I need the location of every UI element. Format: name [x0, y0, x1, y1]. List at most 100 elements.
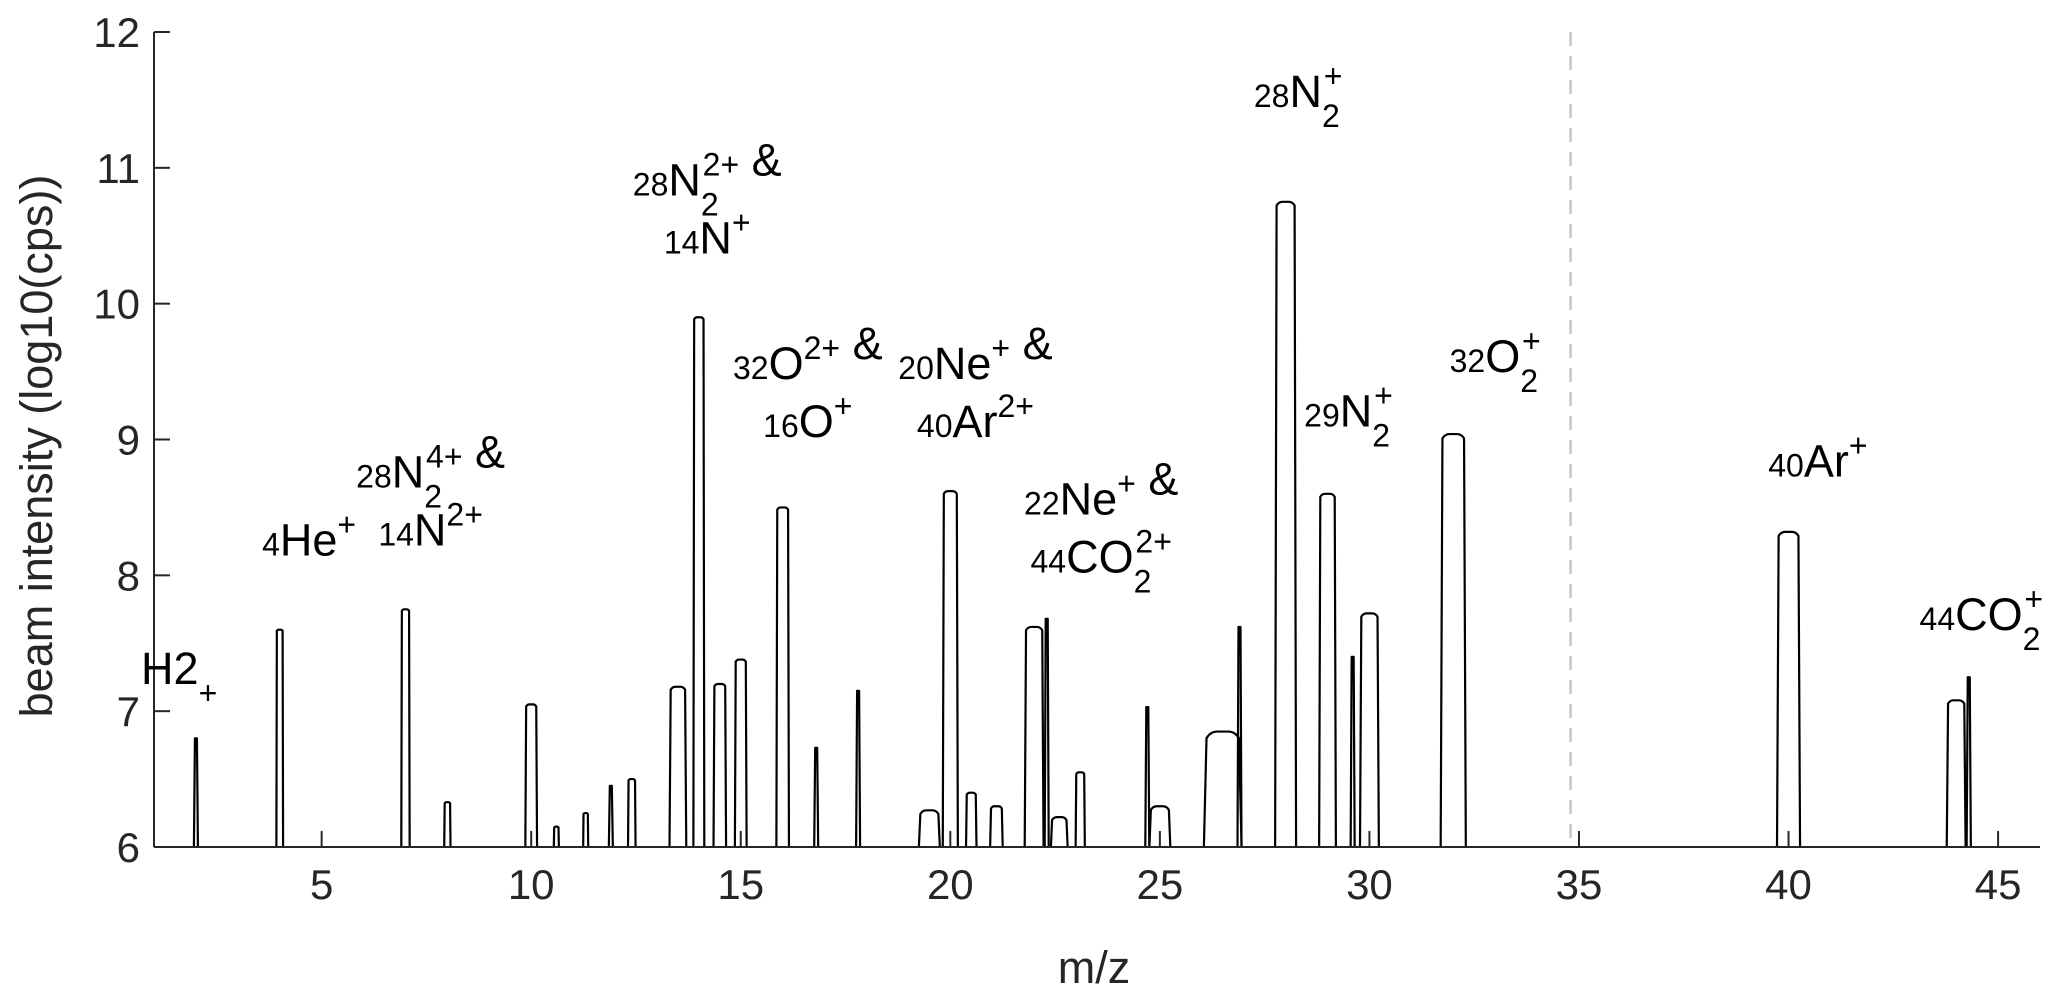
peak-trace	[941, 490, 959, 848]
x-tick-label: 40	[1765, 861, 1812, 908]
peak-trace	[1049, 816, 1069, 848]
peak-trace	[1349, 655, 1356, 848]
label-text: &	[463, 426, 506, 477]
label-text: He	[280, 514, 338, 565]
peak-label: 16O+	[763, 388, 852, 447]
label-text: H	[141, 643, 174, 694]
label-text: CO	[1955, 589, 2023, 640]
peak-trace	[626, 777, 637, 848]
peak-label: 20Ne+ &	[898, 318, 1052, 389]
label-text: &	[1136, 454, 1179, 505]
peak-label: 28N2 2+ &	[633, 134, 782, 222]
y-axis-title: beam intensity (log10(cps))	[11, 175, 62, 718]
peak-trace	[964, 791, 978, 848]
peak-label: 40Ar+	[1768, 428, 1867, 487]
y-tick-label: 9	[117, 417, 140, 464]
peak-label: 14N2+	[378, 496, 483, 555]
peak-trace	[775, 506, 791, 848]
peak-trace	[1144, 705, 1151, 848]
x-tick-label: 45	[1975, 861, 2022, 908]
peak-trace	[733, 658, 748, 848]
label-superscript: 28	[633, 166, 669, 202]
label-superscript: 20	[898, 350, 934, 386]
label-text: Ne	[1060, 474, 1118, 525]
label-superscript: 40	[917, 408, 953, 444]
peak-label: 44CO2 2+	[1031, 524, 1172, 600]
label-text: Ne	[934, 338, 992, 389]
x-tick-label: 30	[1346, 861, 1393, 908]
label-subscript: 2	[1134, 564, 1152, 600]
label-text: N	[414, 504, 447, 555]
peak-trace	[1236, 625, 1243, 848]
label-superscript: 4+	[426, 438, 462, 474]
label-text: &	[1010, 318, 1053, 369]
label-subscript: +	[199, 675, 218, 711]
label-superscript: 29	[1304, 397, 1340, 433]
y-tick-label: 6	[117, 824, 140, 871]
label-text: 2	[174, 643, 199, 694]
label-superscript: 2+	[804, 330, 840, 366]
peak-label: 29N2 +	[1304, 377, 1393, 453]
peak-trace	[1358, 612, 1380, 848]
x-tick-label: 15	[717, 861, 764, 908]
peak-label: 22Ne+ &	[1024, 454, 1178, 525]
peak-trace	[582, 811, 590, 848]
peak-trace	[1775, 530, 1802, 848]
label-superscript: +	[1374, 377, 1393, 413]
label-superscript: 2+	[446, 496, 482, 532]
label-text: O	[799, 396, 834, 447]
peak-trace	[275, 628, 285, 848]
label-text: N	[668, 154, 701, 205]
label-superscript: +	[1522, 323, 1541, 359]
peak-label: 28N2 +	[1254, 58, 1343, 134]
label-text: &	[840, 318, 883, 369]
label-superscript: 14	[378, 516, 414, 552]
label-superscript: 44	[1031, 544, 1067, 580]
label-superscript: +	[834, 388, 853, 424]
peak-label: 40Ar2+	[917, 388, 1034, 447]
x-tick-label: 25	[1137, 861, 1184, 908]
label-superscript: +	[991, 330, 1010, 366]
label-superscript: 40	[1768, 448, 1804, 484]
label-superscript: 28	[356, 458, 392, 494]
y-tick-label: 11	[96, 145, 140, 192]
peak-trace	[712, 682, 728, 848]
peak-trace	[855, 689, 862, 848]
label-superscript: +	[2024, 581, 2043, 617]
peak-trace	[1965, 676, 1972, 848]
peak-trace	[1945, 699, 1967, 848]
label-superscript: 2+	[998, 388, 1034, 424]
peak-label: 44CO2 +	[1920, 581, 2044, 657]
label-text: CO	[1066, 532, 1134, 583]
plot-area	[192, 32, 1972, 848]
peak-trace	[1043, 617, 1050, 848]
x-tick-label: 10	[508, 861, 555, 908]
label-text: O	[769, 338, 804, 389]
label-text: N	[1289, 66, 1322, 117]
peak-trace	[552, 825, 560, 848]
label-superscript: 44	[1920, 601, 1956, 637]
label-superscript: 4	[262, 526, 280, 562]
label-superscript: +	[1324, 58, 1343, 94]
peak-trace	[1274, 200, 1298, 848]
label-superscript: +	[732, 204, 751, 240]
label-text: N	[392, 446, 425, 497]
y-tick-label: 8	[117, 552, 140, 599]
label-superscript: 32	[1450, 343, 1486, 379]
label-text: O	[1485, 331, 1520, 382]
peak-trace	[400, 608, 411, 848]
peak-trace	[443, 801, 452, 848]
label-subscript: 2	[2023, 621, 2041, 657]
label-superscript: 2+	[1135, 524, 1171, 560]
label-text: N	[1340, 385, 1373, 436]
peak-label: 32O2 +	[1450, 323, 1541, 399]
y-tick-label: 10	[93, 281, 140, 328]
label-superscript: 14	[664, 224, 700, 260]
label-superscript: 32	[733, 350, 769, 386]
peak-label: 14N+	[664, 204, 751, 263]
label-superscript: +	[337, 506, 356, 542]
label-subscript: 2	[701, 186, 719, 222]
peak-trace	[192, 737, 200, 848]
peak-trace	[917, 809, 941, 848]
